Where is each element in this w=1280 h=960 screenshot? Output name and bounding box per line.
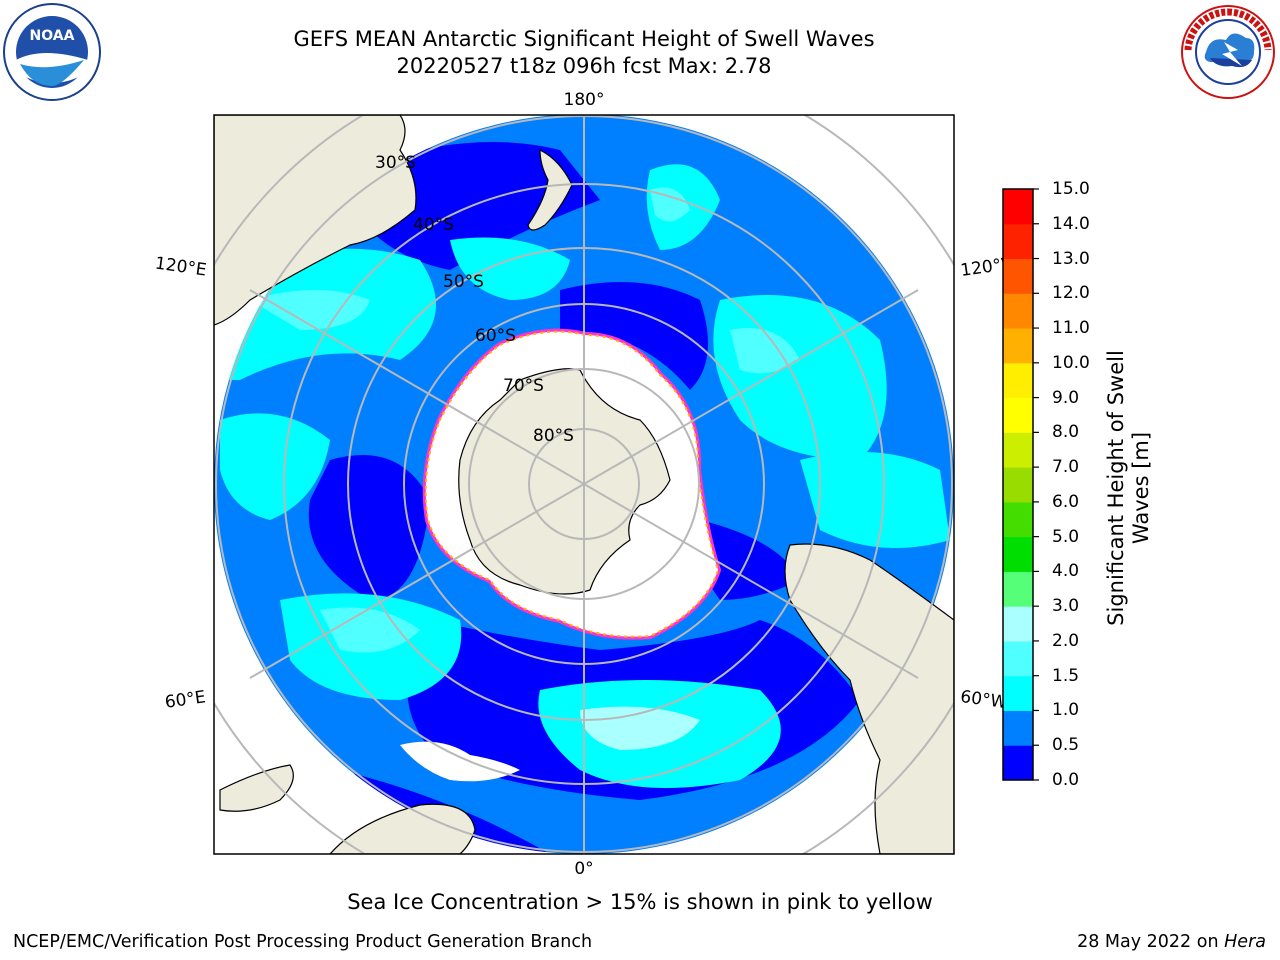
colorbar-tick-label: 0.5: [1052, 735, 1080, 756]
lat-label-50s: 50°S: [443, 272, 484, 292]
lat-label-60s: 60°S: [475, 326, 516, 346]
lat-label-40s: 40°S: [413, 215, 454, 235]
swell-high-region: [580, 706, 700, 750]
colorbar-tick-label: 0.0: [1052, 770, 1080, 790]
map-frame: [213, 114, 955, 855]
colorbar-tick-label: 15.0: [1052, 179, 1090, 199]
chart-subtitle: 20220527 t18z 096h fcst Max: 2.78: [396, 54, 772, 78]
chart-title: GEFS MEAN Antarctic Significant Height o…: [293, 27, 875, 51]
lon-label-180: 180°: [564, 90, 605, 110]
colorbar-swatch: [1003, 362, 1033, 399]
colorbar-tick-label: 2.0: [1052, 630, 1080, 651]
colorbar-tick-label: 1.5: [1052, 665, 1080, 686]
sea-ice-note: Sea Ice Concentration > 15% is shown in …: [347, 890, 933, 914]
nws-logo: [1181, 5, 1275, 99]
swell-low-region: [697, 520, 800, 600]
colorbar-swatch: [1003, 745, 1033, 781]
colorbar-swatch: [1003, 640, 1033, 677]
colorbar-swatch: [1003, 189, 1033, 225]
colorbar-swatch: [1003, 571, 1033, 607]
colorbar-frame: [1002, 188, 1034, 781]
colorbar-swatch: [1003, 432, 1033, 468]
colorbar-tick-label: 8.0: [1052, 422, 1080, 443]
colorbar-swatch: [1003, 328, 1033, 364]
colorbar-swatch: [1003, 223, 1033, 260]
colorbar-swatch: [1003, 467, 1033, 503]
lat-label-30s: 30°S: [375, 153, 416, 173]
swell-high-region: [650, 187, 690, 222]
colorbar-tick-label: 10.0: [1052, 352, 1090, 373]
colorbar: [1002, 188, 1039, 781]
swell-high-region: [250, 290, 370, 330]
lon-label-60e: 60°E: [164, 687, 207, 712]
colorbar-swatch: [1003, 293, 1033, 329]
swell-mid-region: [800, 452, 950, 548]
colorbar-tick-label: 11.0: [1052, 318, 1090, 339]
swell-mid-region: [450, 237, 570, 300]
swell-mid-region: [220, 413, 330, 520]
new-zealand-land: [527, 149, 573, 231]
colorbar-tick-label: 12.0: [1052, 283, 1090, 304]
swell-high-region: [730, 328, 800, 374]
date-stamp: 28 May 2022 on Hera: [1077, 932, 1266, 952]
antarctica-land: [458, 368, 671, 595]
colorbar-swatch: [1003, 710, 1033, 746]
colorbar-tick-label: 6.0: [1052, 491, 1080, 512]
lat-label-70s: 70°S: [503, 376, 544, 396]
colorbar-tick-label: 13.0: [1052, 248, 1090, 269]
africa-land: [329, 803, 476, 854]
noaa-logo: NOAA: [3, 3, 101, 101]
swell-low-region: [308, 455, 430, 600]
colorbar-tick-label: 4.0: [1052, 561, 1080, 582]
lon-label-60w: 60°W: [959, 687, 1008, 713]
colorbar-swatch: [1003, 501, 1033, 538]
colorbar-tick-label: 3.0: [1052, 596, 1080, 617]
credit-line: NCEP/EMC/Verification Post Processing Pr…: [13, 932, 593, 952]
colorbar-tick-label: 9.0: [1052, 387, 1080, 408]
madagascar-land: [219, 764, 294, 812]
colorbar-tick-label: 7.0: [1052, 457, 1080, 478]
lon-label-0: 0°: [574, 859, 593, 879]
sea-ice-patch: [400, 741, 520, 782]
colorbar-swatch: [1003, 606, 1033, 642]
australia-land: [214, 115, 417, 326]
colorbar-swatch: [1003, 397, 1033, 433]
swell-low-region: [370, 142, 600, 270]
south-america-land: [784, 543, 954, 854]
colorbar-swatch: [1003, 258, 1033, 294]
colorbar-swatch: [1003, 536, 1033, 572]
colorbar-tick-label: 5.0: [1052, 526, 1080, 547]
svg-text:NOAA: NOAA: [30, 28, 75, 44]
graticule: [214, 115, 954, 854]
lat-label-80s: 80°S: [533, 426, 574, 446]
swell-low-region: [560, 282, 708, 390]
colorbar-tick-label: 1.0: [1052, 700, 1080, 721]
swell-high-region: [320, 607, 420, 653]
colorbar-swatch: [1003, 675, 1033, 711]
colorbar-tick-label: 14.0: [1052, 213, 1090, 234]
lon-label-120e: 120°E: [154, 254, 208, 281]
